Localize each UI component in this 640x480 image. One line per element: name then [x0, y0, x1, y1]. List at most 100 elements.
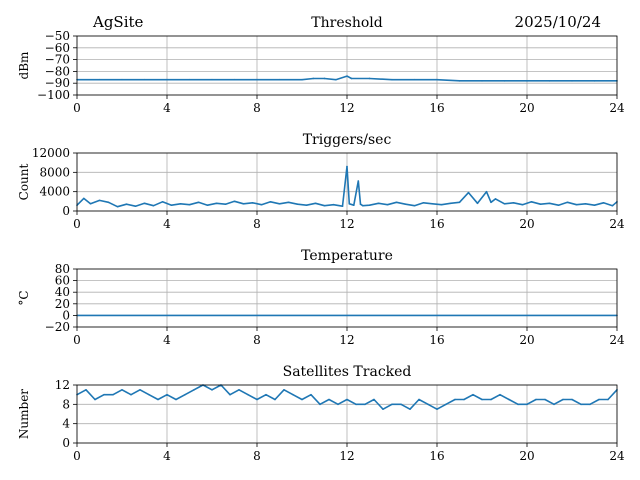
- triggers-y-axis-label: Count: [17, 163, 31, 200]
- temperature-y-tick-label: 20: [55, 297, 70, 311]
- triggers-x-tick-label: 8: [253, 217, 261, 231]
- triggers-data-point: [341, 205, 344, 207]
- temperature-x-tick-label: 8: [253, 333, 261, 347]
- satellites-data-point: [346, 398, 348, 401]
- triggers-data-point: [490, 201, 492, 204]
- triggers-data-point: [494, 198, 497, 200]
- triggers-data-point: [530, 201, 533, 203]
- triggers-data-point: [125, 203, 128, 206]
- triggers-data-point: [368, 204, 371, 206]
- threshold-data-point: [548, 80, 551, 82]
- temperature-title: Temperature: [301, 248, 393, 264]
- threshold-title: Threshold: [311, 15, 382, 31]
- satellites-data-point: [355, 403, 357, 406]
- triggers-data-point: [348, 202, 351, 205]
- triggers-data-point: [197, 201, 200, 204]
- triggers-data-point: [476, 202, 479, 205]
- threshold-y-axis-label: dBm: [17, 51, 31, 80]
- threshold-data-point: [334, 78, 337, 81]
- triggers-data-point: [361, 204, 364, 207]
- threshold-data-point: [143, 78, 146, 81]
- triggers-data-point: [206, 204, 209, 206]
- temperature-y-axis-label: °C: [17, 290, 31, 305]
- satellites-panel: 0 4 8 12 16 20 24 0 4 8 12 Satellites Tracked Number: [17, 364, 625, 463]
- triggers-x-tick-label: 4: [163, 217, 171, 231]
- satellites-x-tick-label: 12: [339, 449, 354, 463]
- satellites-x-tick-label: 16: [429, 449, 444, 463]
- temperature-x-tick-label: 12: [339, 333, 354, 347]
- satellites-data-point: [175, 398, 177, 401]
- satellites-data-point: [454, 398, 456, 401]
- satellites-x-tick-label: 24: [609, 449, 625, 463]
- satellites-data-point: [580, 403, 582, 406]
- triggers-data-point: [170, 204, 173, 206]
- satellites-y-tick-label: 0: [62, 436, 70, 450]
- date-label: 2025/10/24: [515, 13, 601, 31]
- temperature-x-tick-label: 20: [519, 333, 534, 347]
- threshold-x-tick-label: 16: [429, 101, 444, 115]
- triggers-x-tick-label: 20: [519, 217, 534, 231]
- satellites-data-point: [526, 403, 528, 406]
- triggers-data-point: [134, 205, 137, 207]
- triggers-data-point: [107, 201, 110, 204]
- threshold-data-point: [211, 78, 213, 81]
- satellites-data-point: [445, 403, 447, 406]
- triggers-data-point: [359, 203, 362, 206]
- triggers-data-point: [413, 204, 416, 207]
- satellites-data-point: [364, 403, 366, 406]
- satellites-data-point: [211, 389, 213, 391]
- threshold-x-tick-label: 24: [609, 101, 625, 115]
- triggers-data-point: [503, 202, 506, 205]
- triggers-data-point: [422, 201, 425, 204]
- satellites-x-tick-label: 0: [73, 449, 81, 463]
- threshold-data-point: [458, 80, 461, 82]
- satellites-data-point: [112, 393, 114, 396]
- threshold-y-tick-label: −100: [37, 88, 70, 102]
- threshold-x-tick-label: 0: [73, 101, 81, 115]
- triggers-data-point: [161, 201, 164, 203]
- satellites-data-point: [328, 398, 330, 401]
- satellites-data-point: [184, 393, 186, 396]
- satellites-data-point: [427, 403, 429, 406]
- satellites-data-point: [265, 393, 267, 396]
- satellites-data-point: [229, 393, 231, 396]
- triggers-data-point: [575, 203, 578, 206]
- satellites-data-point: [400, 403, 402, 406]
- threshold-data-point: [526, 80, 528, 82]
- triggers-data-point: [512, 201, 515, 204]
- triggers-data-point: [98, 199, 101, 202]
- satellites-data-point: [310, 393, 312, 396]
- satellites-data-point: [463, 398, 465, 401]
- triggers-data-point: [278, 202, 281, 205]
- triggers-data-point: [467, 191, 470, 194]
- threshold-x-tick-label: 12: [339, 101, 354, 115]
- threshold-data-point: [503, 80, 506, 82]
- triggers-data-point: [352, 204, 355, 206]
- satellites-data-point: [121, 389, 123, 391]
- satellites-x-tick-label: 4: [163, 449, 171, 463]
- satellites-data-point: [148, 393, 150, 396]
- threshold-data-point: [278, 78, 281, 81]
- satellites-data-point: [517, 403, 519, 406]
- satellites-data-point: [103, 393, 105, 396]
- triggers-data-point: [287, 201, 290, 204]
- temperature-y-tick-label: 0: [62, 308, 70, 322]
- satellites-data-point: [436, 408, 438, 410]
- threshold-panel: 0 4 8 12 16 20 24 −100−90−80−70−60−50 Threshold d…: [17, 15, 625, 115]
- triggers-data-point: [260, 203, 263, 206]
- triggers-data-point: [593, 204, 596, 206]
- satellites-data-point: [472, 393, 474, 396]
- satellites-y-tick-label: 12: [55, 378, 70, 392]
- satellites-data-point: [193, 389, 195, 391]
- triggers-data-point: [386, 203, 389, 206]
- threshold-y-tick-label: −90: [45, 76, 70, 90]
- triggers-data-point: [346, 165, 348, 168]
- threshold-data-point: [301, 78, 303, 81]
- satellites-y-tick-label: 8: [62, 397, 70, 411]
- triggers-panel: 0 4 8 12 16 20 24 0 4000 8000 12000 Triggers/sec Cou…: [17, 132, 625, 231]
- satellites-data-point: [562, 398, 564, 401]
- triggers-data-point: [449, 202, 452, 205]
- triggers-data-point: [485, 190, 488, 193]
